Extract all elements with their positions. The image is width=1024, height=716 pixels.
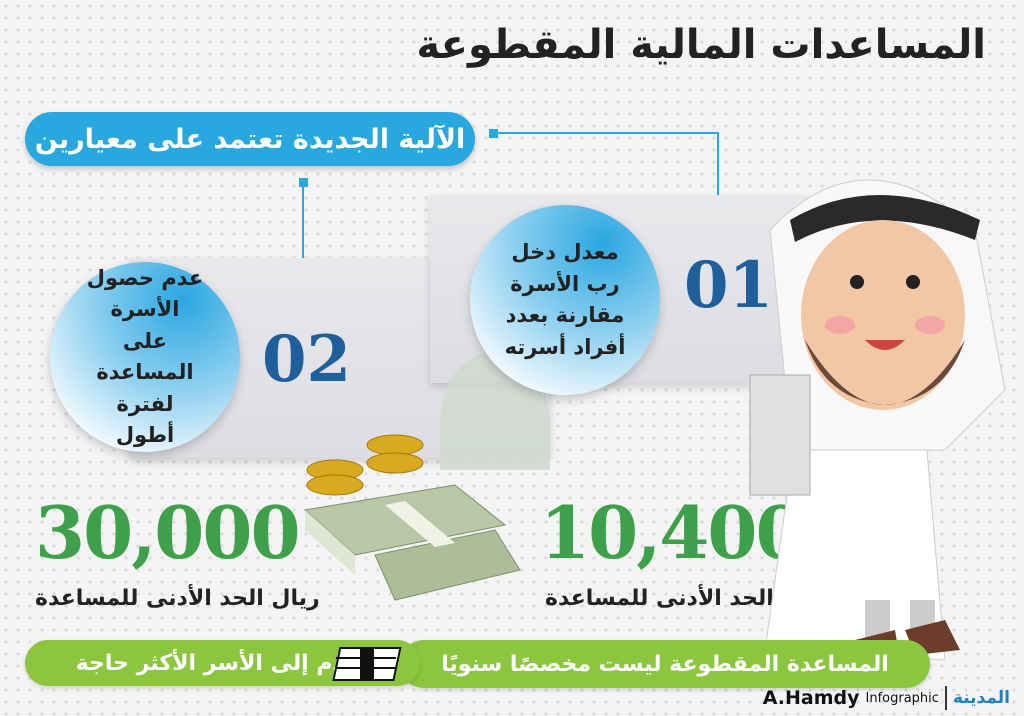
criterion-number-2: 02 — [262, 322, 352, 397]
money-stack-icon — [303, 434, 521, 601]
connector-line-1 — [493, 132, 719, 134]
page-title: المساعدات المالية المقطوعة — [416, 22, 986, 68]
criteria-header: الآلية الجديدة تعتمد على معيارين — [25, 112, 475, 166]
criterion-text-2: عدم حصول الأسرة على المساعدة لفترة أطول — [86, 265, 204, 448]
credit: A.Hamdy Infographic المدينة — [763, 686, 1010, 710]
credit-author: A.Hamdy — [762, 687, 860, 709]
amount-value-1: 10,400 — [540, 490, 806, 575]
cash-bundle-icon — [332, 647, 402, 681]
criterion-text-1: معدل دخل رب الأسرة مقارنة بعدد أفراد أسر… — [504, 240, 626, 359]
criterion-number-1: 01 — [684, 248, 774, 323]
connector-line-1b — [717, 132, 719, 230]
amount-label-2: ريال الحد الأدنى للمساعدة — [35, 586, 320, 611]
criterion-circle-1: معدل دخل رب الأسرة مقارنة بعدد أفراد أسر… — [470, 205, 660, 395]
connector-dot — [489, 129, 498, 138]
connector-dot — [299, 178, 308, 187]
brand-logo: المدينة — [952, 688, 1010, 708]
man-character-illustration — [749, 179, 1006, 670]
divider — [944, 686, 947, 710]
amount-value-2: 30,000 — [35, 490, 301, 575]
criterion-circle-2: عدم حصول الأسرة على المساعدة لفترة أطول — [50, 262, 240, 452]
note-pill-1: المساعدة المقطوعة ليست مخصصًا سنويًا — [400, 640, 930, 688]
connector-line-2 — [302, 182, 304, 300]
credit-type: Infographic — [865, 690, 939, 706]
